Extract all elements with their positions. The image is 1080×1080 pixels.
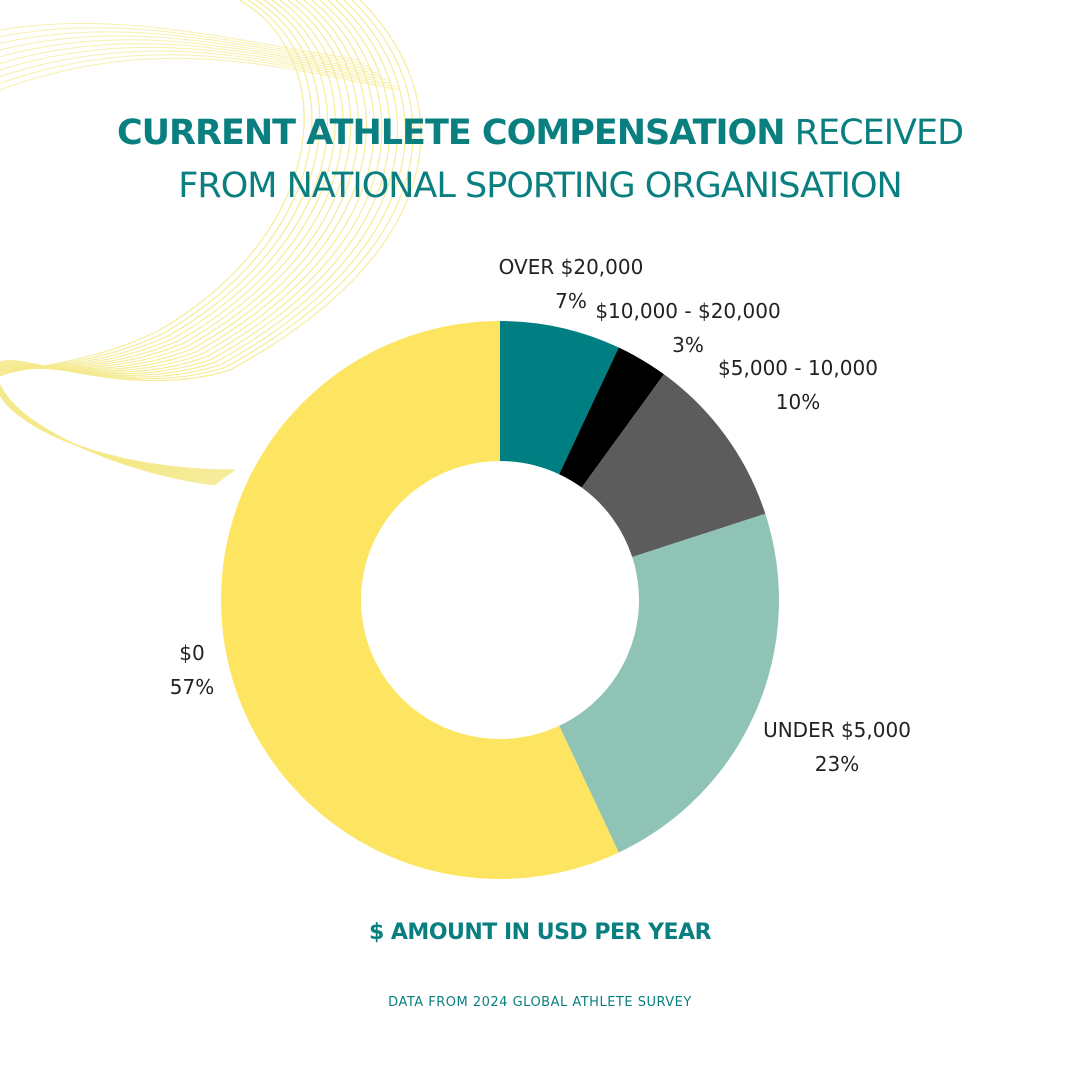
decorative-wave-line xyxy=(0,31,369,68)
slice-label-name: $0 xyxy=(179,641,205,665)
source-label: DATA FROM 2024 GLOBAL ATHLETE SURVEY xyxy=(388,995,692,1010)
decorative-wave-line xyxy=(0,57,401,91)
slice-label-value: 10% xyxy=(775,390,821,414)
slice-label-5000-10000: $5,000 - 10,000 10% xyxy=(718,351,878,419)
slice-label-value: 57% xyxy=(169,675,215,699)
decorative-wave-line xyxy=(0,54,396,88)
slice-label-under-5000: UNDER $5,000 23% xyxy=(763,713,911,781)
chart-title-bold: CURRENT ATHLETE COMPENSATION xyxy=(116,113,786,153)
donut-slice xyxy=(581,374,766,558)
decorative-wave-line xyxy=(0,0,422,486)
decorative-wave-line xyxy=(0,27,365,64)
slice-label-name: $5,000 - 10,000 xyxy=(718,356,878,380)
chart-title-line-2: FROM NATIONAL SPORTING ORGANISATION xyxy=(178,166,902,206)
unit-label: $ AMOUNT IN USD PER YEAR xyxy=(368,920,712,945)
decorative-wave-line xyxy=(0,35,374,71)
donut-slice xyxy=(559,513,779,853)
slice-label-value: 23% xyxy=(814,752,860,776)
chart-title-line-1: CURRENT ATHLETE COMPENSATION RECEIVED xyxy=(0,113,1080,153)
decorative-wave-line xyxy=(0,43,383,78)
slice-label-zero: $0 57% xyxy=(170,636,214,704)
donut-slice xyxy=(500,321,619,475)
donut-slice xyxy=(221,321,619,879)
slice-label-name: $10,000 - $20,000 xyxy=(595,299,781,323)
slice-label-value: 7% xyxy=(555,289,587,313)
decorative-wave-line xyxy=(0,46,387,81)
decorative-wave-line xyxy=(0,39,378,74)
slice-label-over-20000: OVER $20,000 7% xyxy=(499,250,644,318)
decorative-wave-line xyxy=(0,50,392,84)
donut-slice xyxy=(559,347,664,488)
slice-label-name: UNDER $5,000 xyxy=(763,718,911,742)
slice-label-10000-20000: $10,000 - $20,000 3% xyxy=(595,294,780,362)
decorative-wave-line xyxy=(0,22,361,61)
slice-label-value: 3% xyxy=(672,333,704,357)
slice-label-name: OVER $20,000 xyxy=(498,255,644,279)
chart-title-regular: RECEIVED xyxy=(794,113,964,153)
